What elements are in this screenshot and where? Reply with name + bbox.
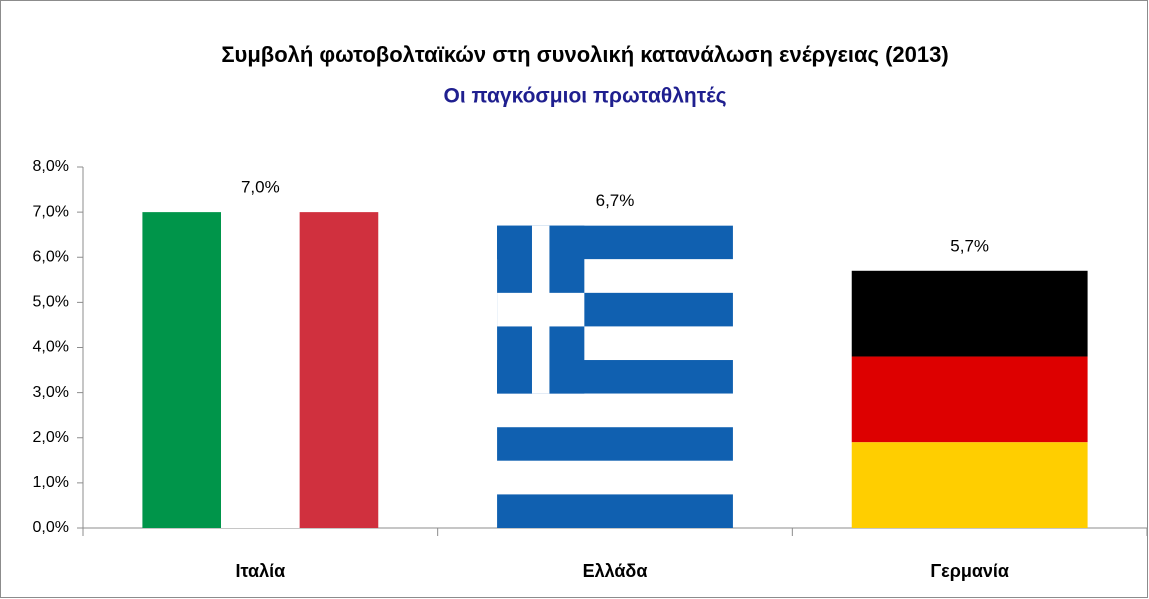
- x-tick-label: Γερμανία: [930, 561, 1009, 581]
- y-tick-label: 2,0%: [33, 429, 69, 446]
- flag-cross: [497, 292, 585, 327]
- chart-title: Συμβολή φωτοβολταϊκών στη συνολική καταν…: [221, 42, 948, 67]
- flag-stripe: [497, 460, 733, 495]
- flag-stripe: [142, 212, 222, 528]
- y-tick-label: 1,0%: [33, 474, 69, 491]
- bar: [142, 212, 379, 528]
- x-tick-label: Ιταλία: [235, 561, 285, 581]
- flag-stripe: [851, 356, 1088, 443]
- flag-stripe: [851, 270, 1088, 357]
- y-tick-label: 3,0%: [33, 384, 69, 401]
- flag-stripe: [497, 427, 733, 461]
- flag-stripe: [497, 494, 733, 528]
- bar: [497, 225, 733, 528]
- bar: [851, 270, 1088, 528]
- flag-stripe: [221, 212, 300, 528]
- flag-stripe: [851, 442, 1088, 528]
- y-tick-label: 4,0%: [33, 339, 69, 356]
- y-tick-label: 8,0%: [33, 158, 69, 175]
- flag-stripe: [497, 393, 733, 428]
- y-tick-label: 5,0%: [33, 294, 69, 311]
- y-tick-label: 0,0%: [33, 519, 69, 536]
- chart-subtitle: Οι παγκόσμιοι πρωταθλητές: [443, 85, 726, 108]
- y-tick-label: 7,0%: [33, 203, 69, 220]
- value-label: 7,0%: [241, 178, 280, 197]
- x-tick-label: Ελλάδα: [583, 561, 648, 581]
- y-tick-label: 6,0%: [33, 248, 69, 265]
- value-label: 5,7%: [950, 236, 989, 255]
- flag-stripe: [299, 212, 379, 528]
- value-label: 6,7%: [596, 191, 635, 210]
